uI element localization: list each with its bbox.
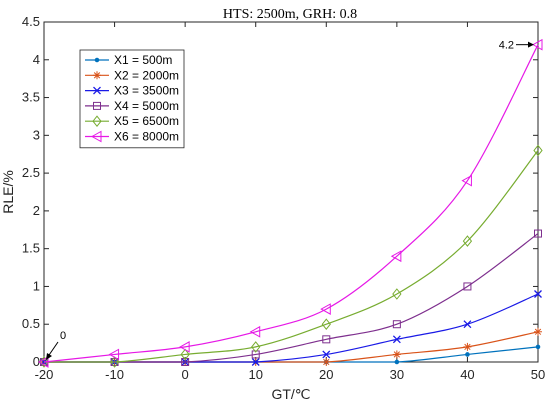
data-point <box>108 348 120 361</box>
x-tick-label: -10 <box>105 367 124 382</box>
data-point <box>534 229 542 238</box>
y-tick-label: 0 <box>33 354 40 369</box>
annotation-label: 0 <box>60 330 66 342</box>
data-point <box>249 325 261 338</box>
legend-label: X1 = 500m <box>114 53 172 67</box>
series-6 <box>37 38 543 368</box>
data-point <box>463 342 472 351</box>
data-point <box>390 250 402 263</box>
y-tick-label: 1.5 <box>22 241 40 256</box>
data-point <box>394 359 400 365</box>
x-tick-label: 40 <box>460 367 474 382</box>
y-tick-label: 4.5 <box>22 14 40 29</box>
y-tick-label: 3 <box>33 127 40 142</box>
legend-item: X4 = 5000m <box>85 99 179 113</box>
x-tick-label: 30 <box>390 367 404 382</box>
x-tick-label: 50 <box>531 367 545 382</box>
data-point <box>462 235 473 247</box>
legend-marker <box>93 101 101 110</box>
legend-marker <box>93 71 101 80</box>
legend-marker <box>90 130 102 143</box>
data-point <box>320 303 331 315</box>
y-tick-label: 2.5 <box>22 165 40 180</box>
x-axis-title: GT/℃ <box>271 386 310 402</box>
data-point <box>37 356 49 368</box>
data-point <box>534 290 542 298</box>
arrow-head <box>46 353 52 360</box>
series-line <box>43 150 539 363</box>
data-point <box>109 356 120 368</box>
data-point <box>321 318 331 331</box>
legend-box <box>79 49 185 149</box>
data-point <box>251 358 260 366</box>
legend-item: X6 = 8000m <box>85 130 179 144</box>
x-tick-label: 20 <box>319 367 333 382</box>
data-point <box>322 335 331 344</box>
data-point <box>322 350 331 359</box>
legend-marker <box>92 115 102 128</box>
y-tick-label: 1 <box>33 278 40 293</box>
data-point <box>461 174 472 187</box>
series-5 <box>39 144 543 368</box>
data-point <box>392 288 402 300</box>
legend-item: X2 = 2000m <box>85 68 179 82</box>
data-point <box>251 350 260 359</box>
legend-label: X2 = 2000m <box>114 68 179 82</box>
data-point <box>465 352 470 357</box>
x-tick-label: 10 <box>248 367 262 382</box>
chart-title: HTS: 2500m, GRH: 0.8 <box>223 7 357 22</box>
data-point <box>534 327 542 336</box>
legend-label: X4 = 5000m <box>114 99 179 113</box>
legend-label: X3 = 3500m <box>114 84 179 98</box>
data-point <box>531 38 543 51</box>
y-tick-label: 4 <box>33 52 40 67</box>
data-point <box>392 350 401 359</box>
data-point <box>535 344 541 350</box>
legend-marker <box>94 57 100 63</box>
data-point <box>251 341 261 353</box>
legend-label: X6 = 8000m <box>114 130 179 144</box>
y-tick-label: 0.5 <box>22 316 40 331</box>
y-axis-title: RLE/% <box>0 170 16 214</box>
series-line <box>43 44 539 363</box>
x-tick-label: -20 <box>35 367 54 382</box>
data-point <box>392 320 401 329</box>
annotations: 04.2 <box>46 40 534 360</box>
data-point <box>392 335 401 344</box>
data-point <box>322 358 331 366</box>
data-point <box>181 358 190 366</box>
y-tick-label: 2 <box>33 203 40 218</box>
legend-item: X1 = 500m <box>85 53 172 67</box>
legend-marker <box>93 86 101 95</box>
legend-item: X5 = 6500m <box>85 114 179 128</box>
annotation-label: 4.2 <box>499 40 514 52</box>
data-point <box>463 282 472 291</box>
data-point <box>533 144 543 157</box>
x-tick-label: 0 <box>182 367 189 382</box>
legend-item: X3 = 3500m <box>85 84 179 98</box>
y-tick-label: 3.5 <box>22 90 40 105</box>
arrow-head <box>528 41 534 48</box>
data-point <box>180 348 190 361</box>
data-point <box>463 320 472 329</box>
legend-label: X5 = 6500m <box>114 114 179 128</box>
data-point <box>179 341 190 353</box>
